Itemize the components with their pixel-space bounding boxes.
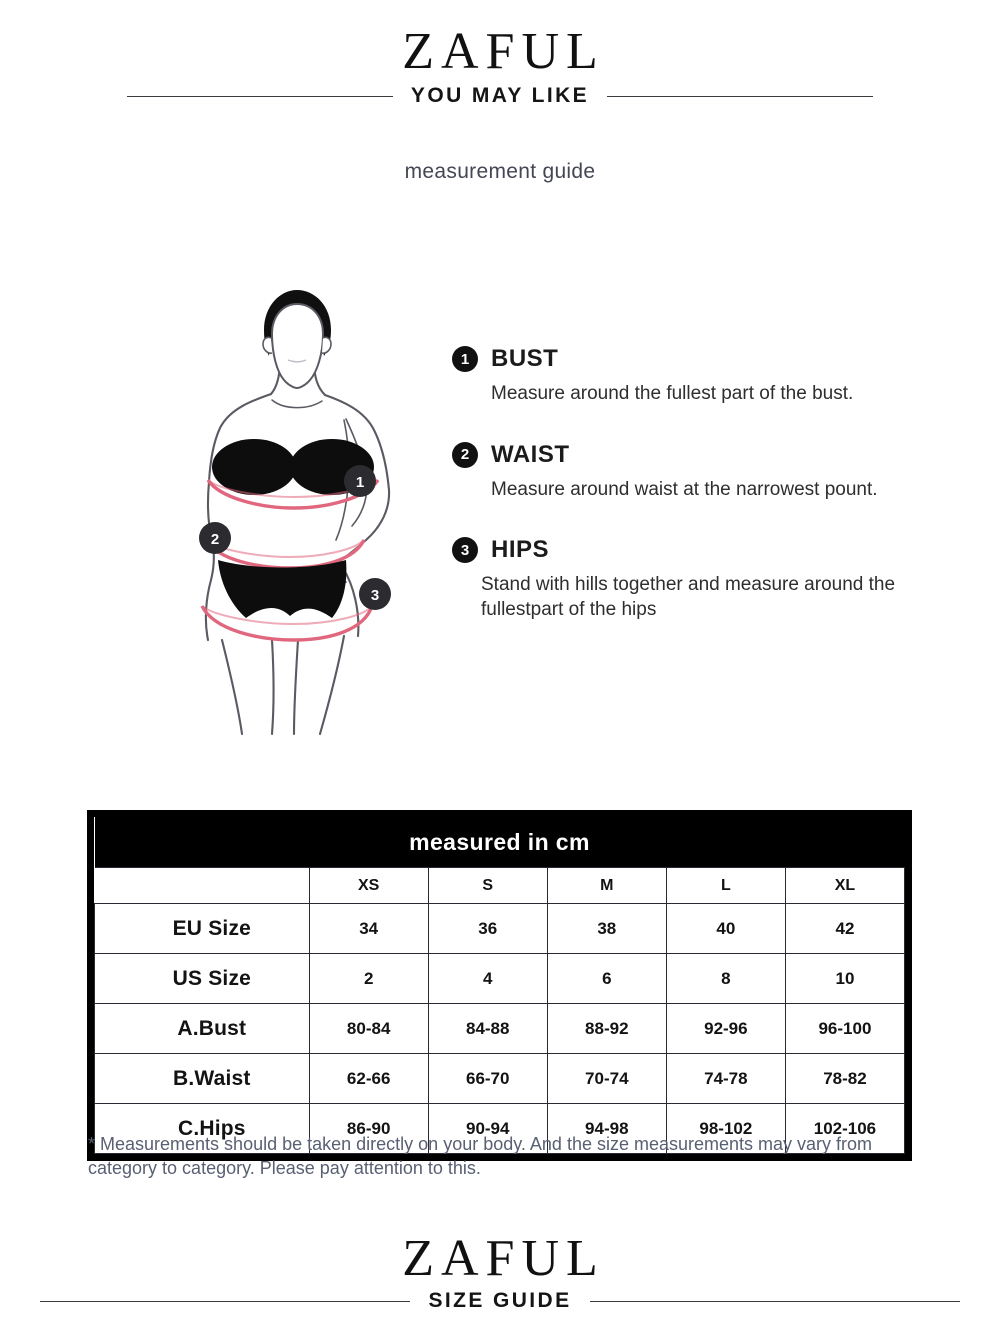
svg-text:3: 3 — [371, 587, 379, 604]
legend-item-bust: 1 BUST Measure around the fullest part o… — [452, 345, 972, 407]
footer-rule-right — [589, 1300, 960, 1302]
row-label-waist: B.Waist — [94, 1053, 310, 1104]
cell-waist-xs: 62-66 — [308, 1053, 429, 1104]
badge-number-icon: 2 — [452, 441, 478, 468]
cell-bust-l: 92-96 — [665, 1003, 786, 1054]
table-row: US Size 2 4 6 8 10 — [94, 953, 906, 1004]
footer-rule-left — [40, 1300, 411, 1302]
measurement-legend: 1 BUST Measure around the fullest part o… — [452, 345, 972, 623]
cell-hips-s: 90-94 — [427, 1103, 548, 1154]
legend-desc-hips: Stand with hills together and measure ar… — [481, 574, 896, 621]
cell-bust-s: 84-88 — [427, 1003, 548, 1054]
badge-number-icon: 3 — [452, 537, 478, 564]
brand-footer: ZAFUL SIZE GUIDE — [0, 1233, 1000, 1313]
cell-bust-xs: 80-84 — [308, 1003, 429, 1054]
cell-us-l: 8 — [665, 953, 786, 1004]
page-title: measurement guide — [404, 160, 596, 183]
cell-waist-s: 66-70 — [427, 1053, 548, 1104]
cell-hips-xs: 86-90 — [308, 1103, 429, 1154]
column-header-l: L — [665, 867, 786, 904]
svg-text:1: 1 — [356, 474, 364, 491]
cell-us-xs: 2 — [308, 953, 429, 1004]
cell-waist-xl: 78-82 — [784, 1053, 906, 1104]
header-rule-left — [127, 95, 393, 97]
legend-desc-bust: Measure around the fullest part of the b… — [491, 383, 854, 404]
table-row: B.Waist 62-66 66-70 70-74 74-78 78-82 — [94, 1053, 906, 1104]
column-header-xs: XS — [308, 867, 429, 904]
legend-head-bust: 1 BUST — [452, 345, 972, 373]
row-label-bust: A.Bust — [94, 1003, 310, 1054]
cell-waist-l: 74-78 — [665, 1053, 786, 1104]
brand-tagline-top: YOU MAY LIKE — [410, 84, 590, 107]
legend-head-waist: 2 WAIST — [452, 441, 972, 469]
column-header-s: S — [427, 867, 548, 904]
figure-marker-2: 2 — [199, 522, 231, 554]
cell-us-xl: 10 — [784, 953, 906, 1004]
table-title-row: measured in cm — [94, 817, 905, 868]
figure-marker-1: 1 — [344, 465, 376, 497]
legend-desc-waist: Measure around waist at the narrowest po… — [491, 478, 878, 500]
badge-number-icon: 1 — [452, 346, 478, 372]
brand-tagline-row: YOU MAY LIKE — [127, 84, 874, 108]
column-header-blank — [94, 867, 310, 904]
brand-logo-top: ZAFUL — [402, 23, 605, 80]
cell-eu-l: 40 — [665, 903, 786, 954]
row-label-hips: C.Hips — [94, 1103, 310, 1154]
table-row: C.Hips 86-90 90-94 94-98 98-102 102-106 — [94, 1103, 906, 1154]
column-header-m: M — [546, 867, 667, 904]
size-chart-table: measured in cm XS S M L XL EU Size 34 36… — [94, 817, 906, 1154]
figure-outline — [204, 358, 391, 736]
brand-header: ZAFUL YOU MAY LIKE — [0, 26, 1000, 108]
cell-eu-m: 38 — [546, 903, 667, 954]
cell-hips-m: 94-98 — [546, 1103, 667, 1154]
brand-logo-bottom: ZAFUL — [402, 1230, 605, 1287]
legend-title-hips: HIPS — [491, 536, 550, 564]
cell-bust-m: 88-92 — [546, 1003, 667, 1054]
body-measurement-illustration: 1 2 3 — [168, 268, 438, 768]
legend-title-waist: WAIST — [491, 440, 570, 468]
figure-head — [262, 290, 332, 390]
figure-marker-3: 3 — [359, 578, 391, 610]
cell-hips-xl: 102-106 — [784, 1103, 906, 1154]
row-label-us-size: US Size — [94, 953, 310, 1004]
footnote-text: * Measurements should be taken directly … — [88, 1134, 873, 1179]
legend-title-bust: BUST — [491, 345, 559, 372]
cell-hips-l: 98-102 — [665, 1103, 786, 1154]
cell-waist-m: 70-74 — [546, 1053, 667, 1104]
legend-item-waist: 2 WAIST Measure around waist at the narr… — [452, 441, 972, 503]
brand-tagline-bottom: SIZE GUIDE — [428, 1289, 572, 1312]
table-title: measured in cm — [94, 817, 905, 868]
size-chart: measured in cm XS S M L XL EU Size 34 36… — [87, 810, 912, 1161]
cell-eu-xs: 34 — [308, 903, 429, 954]
header-rule-right — [607, 95, 874, 97]
cell-us-m: 6 — [546, 953, 667, 1004]
cell-bust-xl: 96-100 — [784, 1003, 906, 1054]
legend-head-hips: 3 HIPS — [452, 536, 972, 564]
table-row: A.Bust 80-84 84-88 88-92 92-96 96-100 — [94, 1003, 906, 1054]
column-header-xl: XL — [784, 867, 906, 904]
row-label-eu-size: EU Size — [94, 903, 310, 954]
cell-us-s: 4 — [427, 953, 548, 1004]
figure-bikini-bottom — [218, 560, 347, 618]
svg-text:2: 2 — [211, 531, 219, 548]
table-header-row: XS S M L XL — [94, 867, 906, 904]
legend-item-hips: 3 HIPS Stand with hills together and mea… — [452, 536, 972, 622]
hips-measure-band — [200, 605, 374, 642]
table-row: EU Size 34 36 38 40 42 — [94, 903, 906, 954]
cell-eu-xl: 42 — [784, 903, 906, 954]
footer-tagline-row: SIZE GUIDE — [40, 1289, 960, 1313]
cell-eu-s: 36 — [427, 903, 548, 954]
